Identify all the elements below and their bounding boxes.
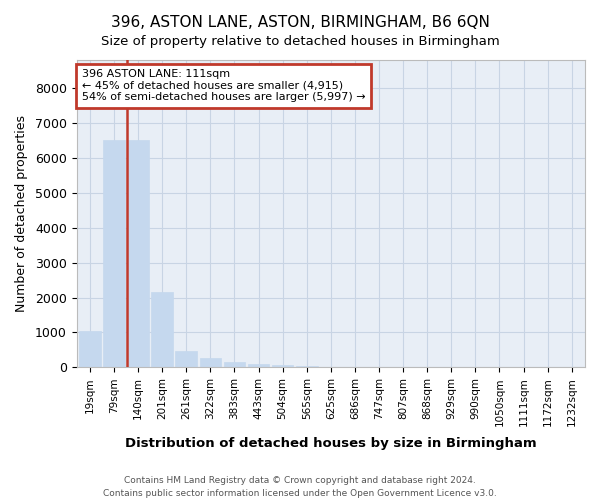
Bar <box>103 140 125 368</box>
Text: Size of property relative to detached houses in Birmingham: Size of property relative to detached ho… <box>101 35 499 48</box>
Y-axis label: Number of detached properties: Number of detached properties <box>15 115 28 312</box>
Text: 396 ASTON LANE: 111sqm
← 45% of detached houses are smaller (4,915)
54% of semi-: 396 ASTON LANE: 111sqm ← 45% of detached… <box>82 69 365 102</box>
Bar <box>151 292 173 368</box>
X-axis label: Distribution of detached houses by size in Birmingham: Distribution of detached houses by size … <box>125 437 536 450</box>
Bar <box>272 366 293 368</box>
Bar <box>224 362 245 368</box>
Bar <box>127 140 149 368</box>
Bar <box>175 350 197 368</box>
Text: 396, ASTON LANE, ASTON, BIRMINGHAM, B6 6QN: 396, ASTON LANE, ASTON, BIRMINGHAM, B6 6… <box>110 15 490 30</box>
Text: Contains HM Land Registry data © Crown copyright and database right 2024.
Contai: Contains HM Land Registry data © Crown c… <box>103 476 497 498</box>
Bar <box>320 366 341 368</box>
Bar <box>79 330 101 368</box>
Bar <box>200 358 221 368</box>
Bar <box>248 364 269 368</box>
Bar <box>296 366 317 368</box>
